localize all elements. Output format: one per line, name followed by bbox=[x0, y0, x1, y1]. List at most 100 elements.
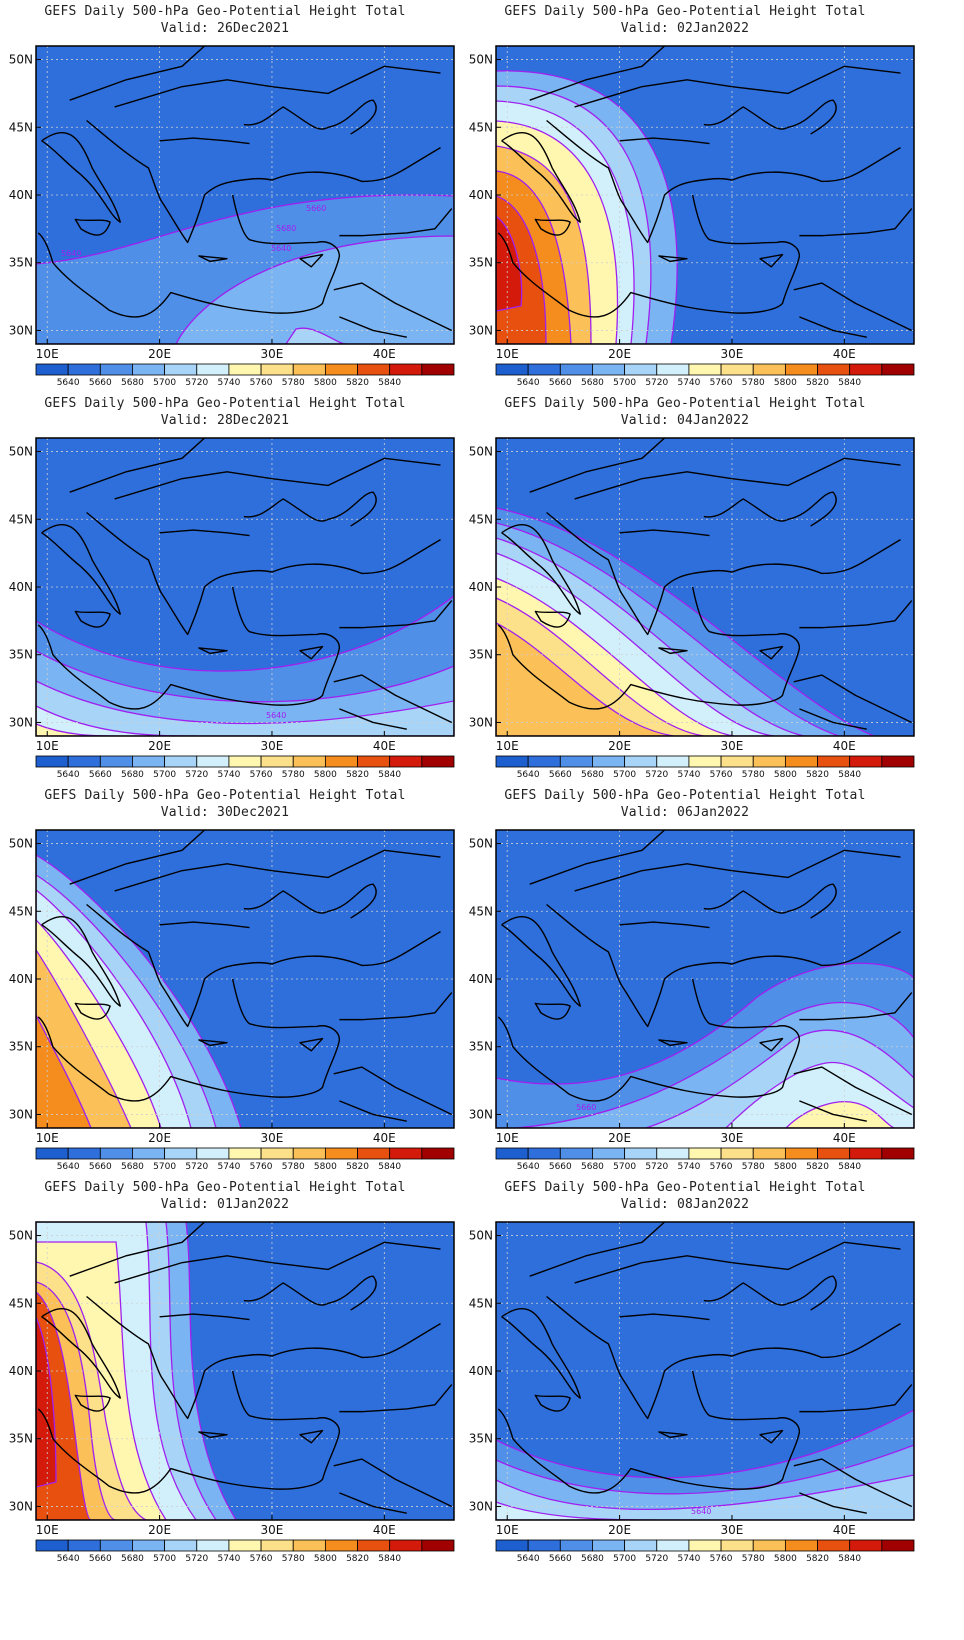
colorbar-label: 5660 bbox=[89, 1554, 112, 1564]
lat-label: 35N bbox=[469, 1040, 493, 1054]
coastline bbox=[692, 538, 901, 575]
colorbar-swatch bbox=[196, 1147, 230, 1160]
colorbar-swatch bbox=[752, 1147, 786, 1160]
colorbar-label: 5720 bbox=[645, 1162, 668, 1172]
colorbar-label: 5740 bbox=[677, 1554, 700, 1564]
colorbar-label: 5820 bbox=[346, 770, 369, 780]
colorbar-label: 5740 bbox=[217, 1554, 240, 1564]
colorbar-swatch bbox=[357, 755, 391, 768]
lat-label: 50N bbox=[9, 837, 33, 851]
colorbar-swatch bbox=[357, 1147, 391, 1160]
coastline bbox=[231, 978, 341, 1098]
colorbar-label: 5780 bbox=[282, 770, 305, 780]
colorbar-label: 5660 bbox=[549, 770, 572, 780]
coastline bbox=[339, 600, 453, 629]
map-panel: GEFS Daily 500-hPa Geo-Potential Height … bbox=[0, 0, 470, 410]
colorbar-label: 5760 bbox=[710, 378, 733, 388]
colorbar-swatch bbox=[784, 755, 818, 768]
map-panel: GEFS Daily 500-hPa Geo-Potential Height … bbox=[0, 1176, 470, 1586]
colorbar-swatch bbox=[817, 363, 851, 376]
colorbar-swatch bbox=[99, 1147, 133, 1160]
colorbar-swatch bbox=[35, 1147, 69, 1160]
colorbar-label: 5720 bbox=[645, 378, 668, 388]
coastline bbox=[534, 610, 571, 628]
coastline bbox=[529, 438, 666, 493]
colorbar-swatch bbox=[260, 1539, 294, 1552]
lat-label: 50N bbox=[9, 1229, 33, 1243]
lat-label: 40N bbox=[9, 972, 33, 986]
colorbar-label: 5840 bbox=[838, 1162, 861, 1172]
colorbar-swatch bbox=[688, 755, 722, 768]
lon-label: 30E bbox=[261, 1131, 284, 1145]
coastline bbox=[37, 1016, 273, 1102]
coastline bbox=[692, 1322, 901, 1359]
colorbar-label: 5760 bbox=[250, 378, 273, 388]
coastline bbox=[299, 645, 324, 660]
coastline bbox=[198, 647, 228, 655]
lat-label: 45N bbox=[9, 904, 33, 918]
colorbar-swatch bbox=[720, 1539, 754, 1552]
panel-title: GEFS Daily 500-hPa Geo-Potential Height … bbox=[44, 4, 406, 19]
coastline bbox=[86, 903, 233, 1028]
colorbar-swatch bbox=[624, 363, 658, 376]
lon-label: 30E bbox=[721, 347, 744, 361]
colorbar-label: 5760 bbox=[710, 1162, 733, 1172]
colorbar-label: 5680 bbox=[581, 1554, 604, 1564]
colorbar-label: 5720 bbox=[185, 1162, 208, 1172]
colorbar-swatch bbox=[228, 363, 262, 376]
coastline bbox=[69, 1222, 206, 1277]
colorbar-label: 5820 bbox=[346, 1554, 369, 1564]
colorbar-swatch bbox=[624, 755, 658, 768]
colorbar-swatch bbox=[656, 755, 690, 768]
colorbar-swatch bbox=[720, 363, 754, 376]
colorbar-label: 5840 bbox=[838, 378, 861, 388]
colorbar-swatch bbox=[752, 755, 786, 768]
colorbar-label: 5700 bbox=[613, 770, 636, 780]
coastline bbox=[658, 1039, 688, 1047]
colorbar-swatch bbox=[559, 1147, 593, 1160]
coastline bbox=[799, 316, 867, 338]
colorbar-swatch bbox=[849, 1539, 883, 1552]
coastline bbox=[759, 645, 784, 660]
colorbar-swatch bbox=[817, 1539, 851, 1552]
coastline bbox=[799, 208, 913, 237]
colorbar-swatch bbox=[357, 363, 391, 376]
coastline bbox=[619, 529, 710, 537]
coastline bbox=[159, 529, 250, 537]
colorbar-label: 5740 bbox=[677, 378, 700, 388]
lon-label: 10E bbox=[496, 739, 519, 753]
colorbar-label: 5800 bbox=[314, 1554, 337, 1564]
colorbar-label: 5680 bbox=[121, 770, 144, 780]
coastline bbox=[333, 1066, 453, 1116]
colorbar-swatch bbox=[389, 1147, 423, 1160]
lon-label: 40E bbox=[833, 347, 856, 361]
coastline bbox=[299, 1037, 324, 1052]
coastline bbox=[74, 1394, 111, 1412]
colorbar-swatch bbox=[881, 755, 915, 768]
panel-title: GEFS Daily 500-hPa Geo-Potential Height … bbox=[504, 396, 866, 411]
colorbar-swatch bbox=[849, 755, 883, 768]
lon-label: 30E bbox=[721, 739, 744, 753]
coastline bbox=[339, 1384, 453, 1413]
lat-label: 45N bbox=[9, 1296, 33, 1310]
colorbar-label: 5740 bbox=[677, 1162, 700, 1172]
colorbar-label: 5800 bbox=[314, 378, 337, 388]
colorbar-label: 5760 bbox=[250, 770, 273, 780]
colorbar-label: 5760 bbox=[250, 1162, 273, 1172]
colorbar-swatch bbox=[495, 755, 529, 768]
colorbar-label: 5840 bbox=[378, 1162, 401, 1172]
lon-label: 40E bbox=[373, 347, 396, 361]
lat-label: 45N bbox=[469, 120, 493, 134]
lat-label: 30N bbox=[469, 1499, 493, 1513]
contour-band bbox=[36, 680, 454, 736]
lon-label: 20E bbox=[608, 347, 631, 361]
colorbar-swatch bbox=[881, 363, 915, 376]
coastline bbox=[799, 600, 913, 629]
colorbar-swatch bbox=[260, 755, 294, 768]
colorbar-label: 5780 bbox=[282, 1554, 305, 1564]
colorbar-label: 5660 bbox=[89, 378, 112, 388]
lat-label: 45N bbox=[469, 904, 493, 918]
